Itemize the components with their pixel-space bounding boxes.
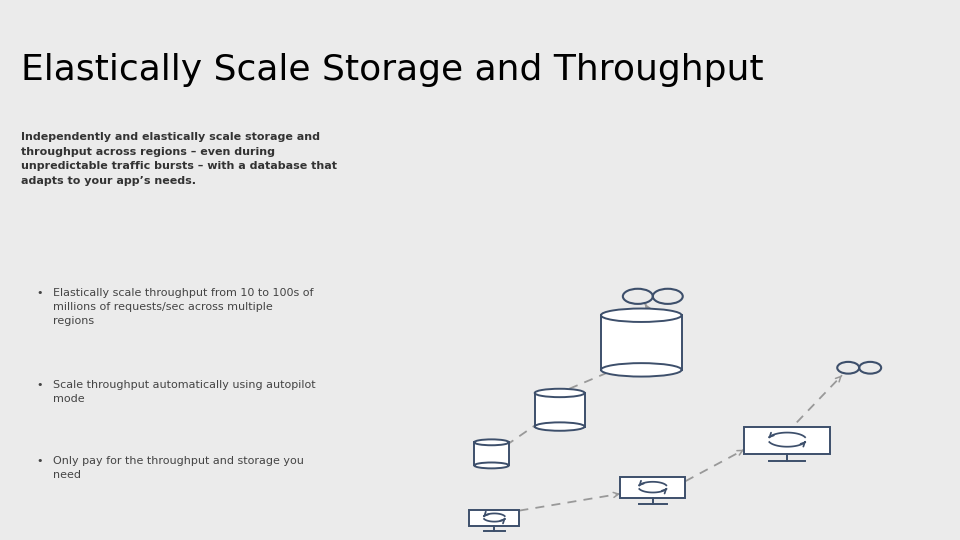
Text: Scale throughput automatically using autopilot
mode: Scale throughput automatically using aut… bbox=[53, 380, 316, 404]
Text: Elastically scale throughput from 10 to 100s of
millions of requests/sec across : Elastically scale throughput from 10 to … bbox=[53, 288, 313, 326]
Ellipse shape bbox=[474, 440, 509, 445]
Text: Only pay for the throughput and storage you
need: Only pay for the throughput and storage … bbox=[53, 456, 303, 480]
Text: •: • bbox=[36, 288, 43, 298]
Ellipse shape bbox=[601, 308, 682, 322]
Text: •: • bbox=[36, 456, 43, 466]
Bar bbox=[601, 315, 682, 370]
Ellipse shape bbox=[601, 363, 682, 376]
Bar bbox=[744, 427, 830, 454]
Bar bbox=[620, 477, 685, 498]
Bar bbox=[535, 393, 585, 427]
Bar bbox=[469, 510, 519, 526]
Bar bbox=[474, 442, 509, 465]
Text: Independently and elastically scale storage and
throughput across regions – even: Independently and elastically scale stor… bbox=[21, 132, 337, 186]
Text: •: • bbox=[36, 380, 43, 390]
Ellipse shape bbox=[535, 422, 585, 431]
Ellipse shape bbox=[474, 462, 509, 468]
Ellipse shape bbox=[535, 389, 585, 397]
Text: Elastically Scale Storage and Throughput: Elastically Scale Storage and Throughput bbox=[21, 52, 764, 86]
